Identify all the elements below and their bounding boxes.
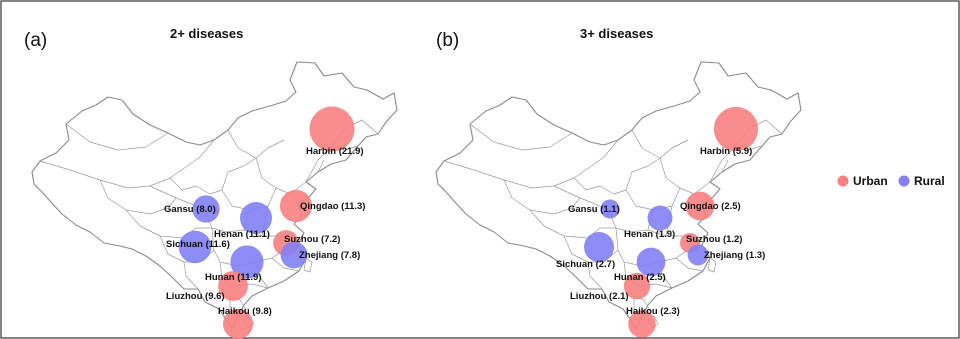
city-label-gansu: Gansu (8.0) (164, 204, 216, 215)
city-label-qingdao: Qingdao (2.5) (680, 201, 741, 212)
bubble-henan (647, 205, 673, 231)
panel-a-title: 2+ diseases (170, 26, 243, 41)
city-label-henan: Henan (11.1) (214, 229, 270, 240)
bubble-harbin (309, 106, 355, 152)
bubble-liuzhou (218, 271, 248, 301)
bubble-henan (240, 202, 272, 234)
bubble-qingdao (279, 189, 313, 223)
city-label-suzhou: Suzhou (7.2) (284, 234, 340, 245)
legend-label-urban: Urban (853, 174, 888, 188)
legend: Urban Rural (837, 174, 945, 188)
city-label-liuzhou: Liuzhou (9.6) (166, 291, 225, 302)
panel-b: (b) 3+ diseases Harbin (5.9) Gansu (1.1)… (435, 26, 802, 338)
city-label-sichuan: Sichuan (11.6) (166, 239, 230, 250)
bubble-gansu (600, 199, 620, 219)
panel-b-letter: (b) (436, 30, 459, 51)
bubble-hunan (230, 245, 264, 279)
panel-b-china-map (435, 61, 802, 330)
panel-b-title: 3+ diseases (580, 26, 653, 41)
panel-b-labels: Harbin (5.9) Gansu (1.1) Qingdao (2.5) H… (556, 146, 765, 317)
bubble-sichuan (178, 230, 212, 264)
panel-b-bubbles (584, 106, 759, 338)
panel-a-china-map (31, 61, 398, 330)
bubble-qingdao (685, 191, 715, 221)
bubble-liuzhou (623, 272, 651, 300)
city-label-hunan: Hunan (11.9) (205, 272, 262, 283)
panel-a: (a) 2+ diseases Harbin (21.9) Gansu (8.0… (24, 26, 398, 339)
city-label-haikou: Haikou (2.3) (626, 306, 680, 317)
legend-label-rural: Rural (914, 174, 945, 188)
city-label-sichuan: Sichuan (2.7) (556, 259, 615, 270)
bubble-haikou (223, 309, 253, 339)
bubble-zhejiang (687, 244, 709, 266)
legend-swatch-urban (837, 175, 849, 187)
bubble-zhejiang (280, 241, 308, 269)
legend-swatch-rural (898, 175, 910, 187)
bubble-gansu (192, 195, 220, 223)
bubble-haikou (628, 310, 656, 338)
city-label-hunan: Hunan (2.5) (614, 272, 666, 283)
panel-a-bubbles (178, 106, 355, 339)
city-label-harbin: Harbin (21.9) (306, 146, 364, 157)
city-label-gansu: Gansu (1.1) (568, 204, 620, 215)
bubble-hunan (636, 247, 666, 277)
city-label-henan: Henan (1.9) (624, 229, 675, 240)
bubble-sichuan (584, 232, 614, 262)
city-label-liuzhou: Liuzhou (2.1) (570, 291, 629, 302)
panel-a-letter: (a) (24, 30, 47, 51)
panel-a-labels: Harbin (21.9) Gansu (8.0) Qingdao (11.3)… (164, 146, 365, 317)
city-label-haikou: Haikou (9.8) (218, 306, 272, 317)
city-label-zhejiang: Zhejiang (7.8) (299, 250, 360, 261)
bubble-harbin (713, 106, 759, 152)
city-label-harbin: Harbin (5.9) (700, 146, 752, 157)
city-label-qingdao: Qingdao (11.3) (300, 201, 365, 212)
city-label-zhejiang: Zhejiang (1.3) (704, 250, 765, 261)
city-label-suzhou: Suzhou (1.2) (686, 234, 742, 245)
